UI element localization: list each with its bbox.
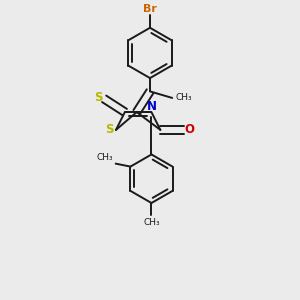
Text: CH₃: CH₃ — [176, 93, 192, 102]
Text: S: S — [94, 91, 103, 104]
Text: N: N — [147, 100, 157, 113]
Text: O: O — [184, 123, 194, 136]
Text: S: S — [105, 123, 114, 136]
Text: Br: Br — [143, 4, 157, 14]
Text: CH₃: CH₃ — [96, 153, 113, 162]
Text: CH₃: CH₃ — [143, 218, 160, 227]
